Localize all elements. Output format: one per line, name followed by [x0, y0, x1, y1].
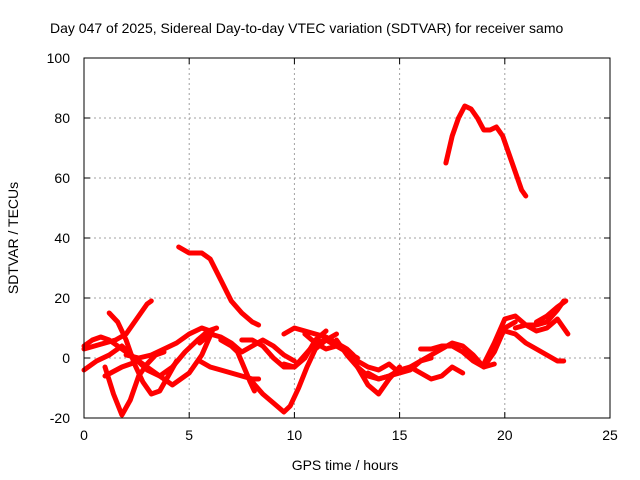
- x-tick-label: 10: [287, 427, 303, 443]
- data-series-group: [81, 103, 571, 418]
- x-tick-label: 5: [185, 427, 193, 443]
- y-tick-label: 20: [54, 290, 70, 306]
- series-line-sat-10: [197, 358, 262, 382]
- y-tick-label: 40: [54, 230, 70, 246]
- series-line-sat-9: [197, 331, 297, 364]
- series-line-sat-15: [281, 325, 356, 358]
- series-line-sat-4: [102, 349, 167, 418]
- axis-ticks: 0 5 10 15 20 25 -20 0 20 40 60 80 100: [47, 50, 618, 443]
- y-tick-label: 100: [47, 50, 71, 66]
- y-tick-label: 60: [54, 170, 70, 186]
- series-line-sat-18: [355, 340, 497, 376]
- x-tick-label: 15: [392, 427, 408, 443]
- y-tick-label: 80: [54, 110, 70, 126]
- chart-title: Day 047 of 2025, Sidereal Day-to-day VTE…: [50, 20, 563, 36]
- grid-lines: [84, 58, 610, 418]
- series-line-sat-3: [81, 334, 137, 361]
- y-tick-label: -20: [50, 410, 70, 426]
- plot-frame: [83, 57, 611, 419]
- y-axis-label: SDTVAR / TECUs: [5, 182, 21, 294]
- y-tick-label: 0: [62, 350, 70, 366]
- series-line-sat-8: [176, 244, 262, 328]
- x-axis-label: GPS time / hours: [292, 457, 399, 473]
- series-line-sat-1: [81, 298, 154, 352]
- series-line-sat-6: [123, 325, 213, 361]
- x-tick-label: 25: [602, 427, 618, 443]
- series-line-sat-21: [443, 103, 529, 199]
- series-line-sat-25: [533, 298, 569, 325]
- series-line-sat-19: [365, 364, 466, 382]
- x-tick-label: 20: [497, 427, 513, 443]
- series-line-sat-20: [418, 319, 518, 370]
- x-tick-label: 0: [80, 427, 88, 443]
- series-line-sat-23: [502, 328, 567, 364]
- series-line-sat-7: [102, 328, 215, 388]
